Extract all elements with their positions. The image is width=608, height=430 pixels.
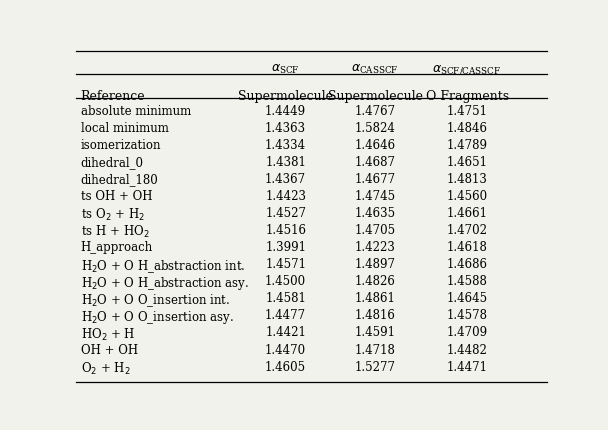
Text: absolute minimum: absolute minimum [81,104,191,117]
Text: 1.4571: 1.4571 [265,258,306,270]
Text: 1.4334: 1.4334 [265,138,306,151]
Text: Supermolecule: Supermolecule [238,90,333,103]
Text: dihedral_180: dihedral_180 [81,172,159,186]
Text: Supermolecule: Supermolecule [328,90,423,103]
Text: H$_2$O + O O_insertion asy.: H$_2$O + O O_insertion asy. [81,309,233,326]
Text: 1.4861: 1.4861 [355,292,396,305]
Text: HO$_2$ + H: HO$_2$ + H [81,326,135,342]
Text: 1.4767: 1.4767 [354,104,396,117]
Text: Reference: Reference [81,90,145,103]
Text: 1.4423: 1.4423 [265,190,306,203]
Text: 1.4718: 1.4718 [355,343,396,356]
Text: 1.4605: 1.4605 [265,360,306,373]
Text: 1.4381: 1.4381 [265,156,306,169]
Text: 1.4846: 1.4846 [447,122,488,135]
Text: 1.4527: 1.4527 [265,207,306,220]
Text: 1.4477: 1.4477 [265,309,306,322]
Text: 1.4578: 1.4578 [447,309,488,322]
Text: 1.4686: 1.4686 [447,258,488,270]
Text: 1.4826: 1.4826 [355,275,396,288]
Text: 1.4897: 1.4897 [354,258,396,270]
Text: 1.4516: 1.4516 [265,224,306,236]
Text: 1.4223: 1.4223 [355,241,396,254]
Text: 1.4646: 1.4646 [354,138,396,151]
Text: 1.4471: 1.4471 [447,360,488,373]
Text: 1.4618: 1.4618 [447,241,488,254]
Text: 1.4702: 1.4702 [447,224,488,236]
Text: O$_2$ + H$_2$: O$_2$ + H$_2$ [81,360,130,376]
Text: 1.4789: 1.4789 [447,138,488,151]
Text: 1.4751: 1.4751 [447,104,488,117]
Text: 1.5277: 1.5277 [354,360,396,373]
Text: 1.4677: 1.4677 [354,172,396,186]
Text: 1.4645: 1.4645 [446,292,488,305]
Text: $\alpha_{\mathregular{SCF}}$: $\alpha_{\mathregular{SCF}}$ [271,63,300,76]
Text: $\alpha_{\mathregular{CASSCF}}$: $\alpha_{\mathregular{CASSCF}}$ [351,63,399,76]
Text: 1.4581: 1.4581 [265,292,306,305]
Text: 1.4421: 1.4421 [265,326,306,339]
Text: ts O$_2$ + H$_2$: ts O$_2$ + H$_2$ [81,207,145,223]
Text: 1.4661: 1.4661 [447,207,488,220]
Text: 1.4813: 1.4813 [447,172,488,186]
Text: 1.3991: 1.3991 [265,241,306,254]
Text: ts OH + OH: ts OH + OH [81,190,152,203]
Text: 1.4816: 1.4816 [355,309,396,322]
Text: 1.4651: 1.4651 [447,156,488,169]
Text: 1.4687: 1.4687 [354,156,396,169]
Text: 1.4591: 1.4591 [354,326,396,339]
Text: 1.4709: 1.4709 [446,326,488,339]
Text: H$_2$O + O H_abstraction int.: H$_2$O + O H_abstraction int. [81,258,245,274]
Text: 1.4745: 1.4745 [354,190,396,203]
Text: ts H + HO$_2$: ts H + HO$_2$ [81,224,149,240]
Text: dihedral_0: dihedral_0 [81,156,143,169]
Text: 1.4705: 1.4705 [354,224,396,236]
Text: 1.4363: 1.4363 [265,122,306,135]
Text: 1.4588: 1.4588 [447,275,488,288]
Text: 1.4449: 1.4449 [265,104,306,117]
Text: 1.4560: 1.4560 [446,190,488,203]
Text: 1.4482: 1.4482 [447,343,488,356]
Text: H$_2$O + O O_insertion int.: H$_2$O + O O_insertion int. [81,292,230,308]
Text: H_approach: H_approach [81,241,153,254]
Text: 1.4367: 1.4367 [265,172,306,186]
Text: OH + OH: OH + OH [81,343,138,356]
Text: 1.4635: 1.4635 [354,207,396,220]
Text: isomerization: isomerization [81,138,161,151]
Text: 1.4470: 1.4470 [265,343,306,356]
Text: O Fragments: O Fragments [426,90,509,103]
Text: 1.4500: 1.4500 [265,275,306,288]
Text: local minimum: local minimum [81,122,168,135]
Text: $\alpha_{\mathregular{SCF/CASSCF}}$: $\alpha_{\mathregular{SCF/CASSCF}}$ [432,63,502,77]
Text: 1.5824: 1.5824 [355,122,396,135]
Text: H$_2$O + O H_abstraction asy.: H$_2$O + O H_abstraction asy. [81,275,249,292]
